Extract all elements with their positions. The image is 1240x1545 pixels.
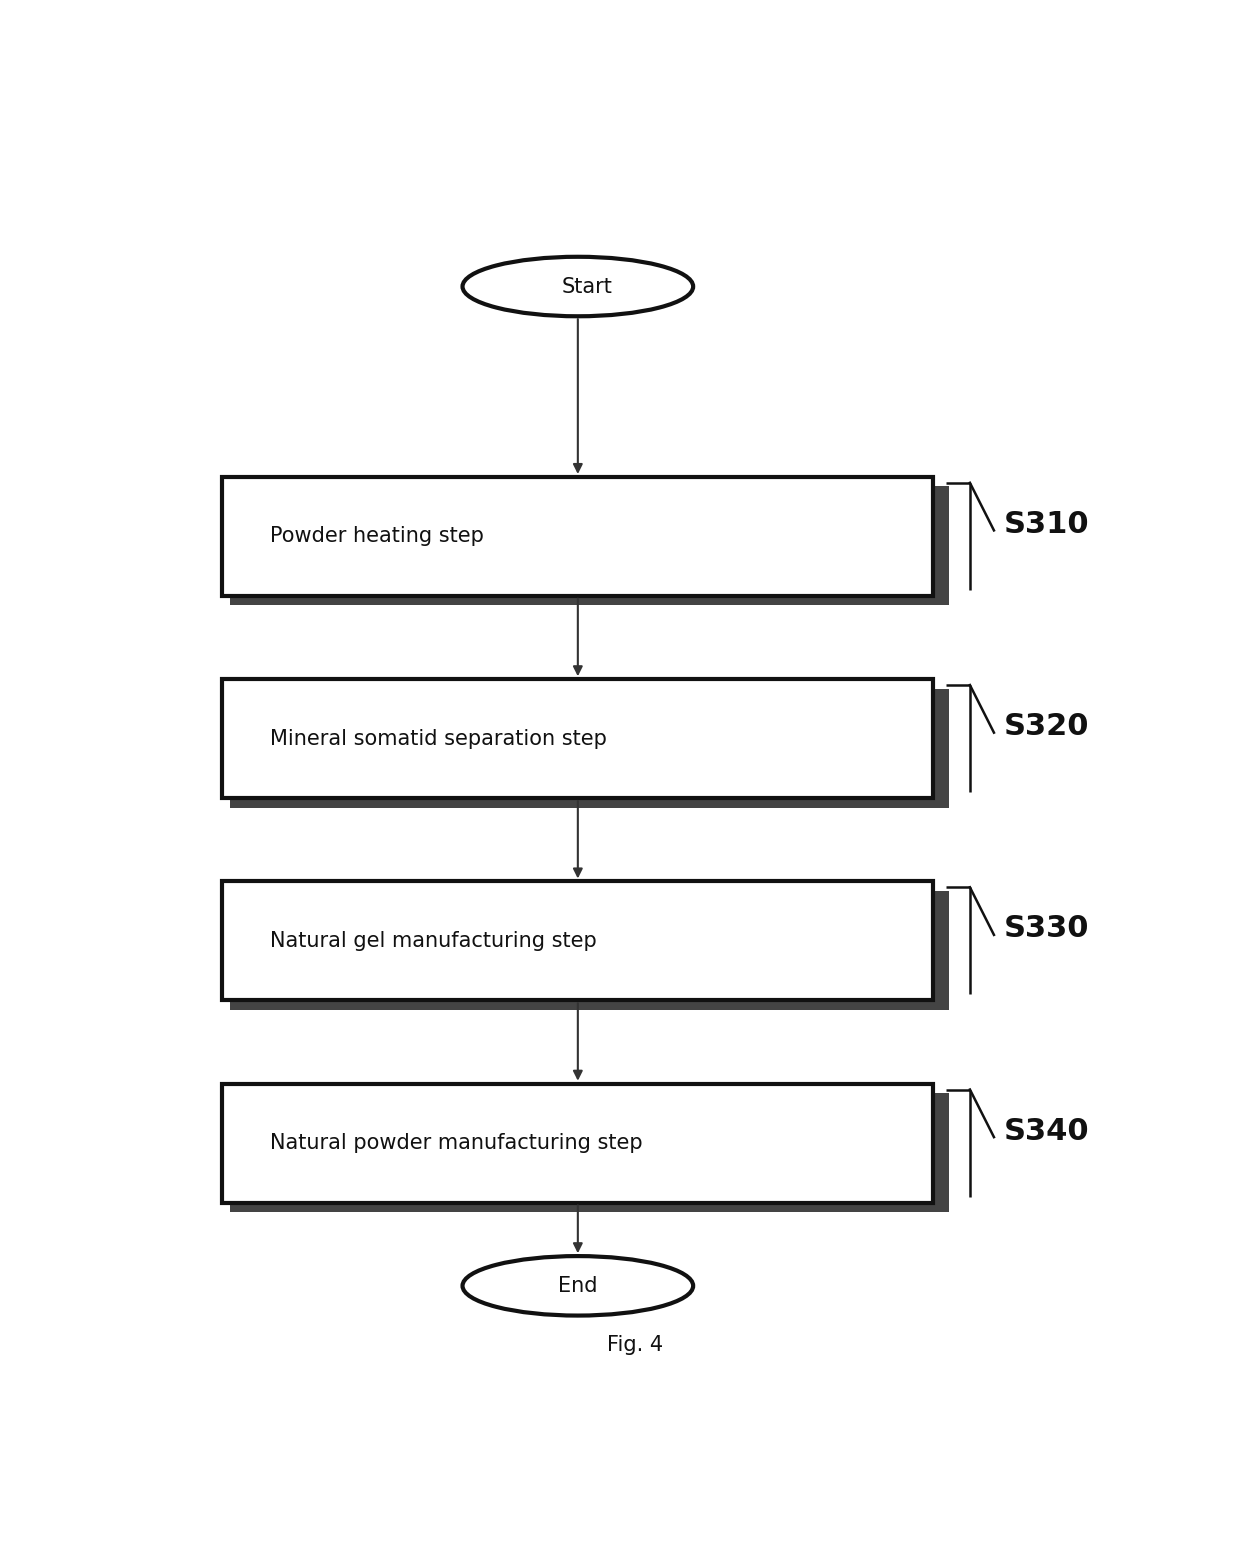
Text: S320: S320 [1003,712,1089,742]
Text: Natural powder manufacturing step: Natural powder manufacturing step [270,1132,644,1153]
Text: End: End [558,1276,598,1296]
Ellipse shape [463,256,693,317]
Bar [229,891,949,1010]
Text: Natural gel manufacturing step: Natural gel manufacturing step [270,930,598,950]
Bar [229,689,949,808]
Text: Mineral somatid separation step: Mineral somatid separation step [270,729,608,749]
Ellipse shape [463,1256,693,1316]
Text: Fig. 4: Fig. 4 [608,1335,663,1355]
Text: S340: S340 [1003,1117,1089,1146]
Text: S310: S310 [1003,510,1089,539]
Text: S330: S330 [1003,915,1089,944]
Bar [222,881,934,1000]
Bar [222,477,934,596]
Text: Powder heating step: Powder heating step [270,527,484,547]
Text: Start: Start [562,277,613,297]
Bar [229,487,949,606]
Bar [222,1083,934,1202]
Bar [229,1094,949,1213]
Bar [222,680,934,799]
